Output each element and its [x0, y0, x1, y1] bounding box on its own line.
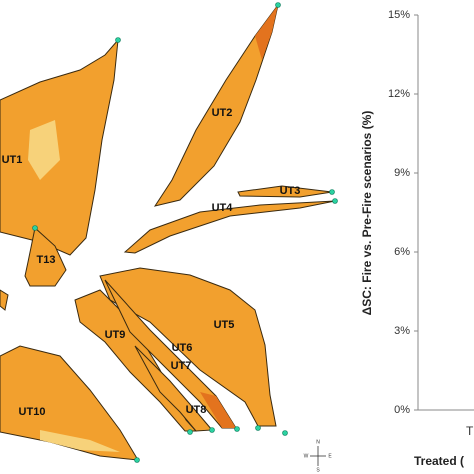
shade [255, 5, 278, 60]
unit-label: UT8 [186, 404, 207, 416]
y-tick-label: 0% [394, 404, 410, 416]
outlet [255, 425, 261, 431]
outlet [187, 429, 193, 435]
x-tick-label: T [466, 424, 474, 438]
unit-ut1 [0, 38, 119, 256]
outlet [329, 189, 335, 195]
y-axis-title: ΔSC: Fire vs. Pre-Fire scenarios (%) [360, 111, 374, 316]
unit-label: UT10 [19, 406, 46, 418]
unit-ut3 [237, 185, 333, 198]
unit-label: T13 [37, 254, 56, 266]
map: UT1 UT2 UT3 UT4 T13 UT5 UT9 UT6 UT7 UT8 … [0, 2, 338, 473]
y-tick-label: 3% [394, 325, 410, 337]
compass: N S E W [304, 439, 333, 473]
compass-w: W [304, 453, 309, 459]
unit-t13 [24, 227, 67, 287]
outlet [282, 430, 288, 436]
unit-label: UT7 [171, 360, 192, 372]
unit-ut8 [134, 345, 214, 432]
outlet [134, 457, 140, 463]
unit-label: UT2 [212, 107, 233, 119]
outlet [332, 198, 338, 204]
unit-ut5 [99, 267, 277, 427]
unit-label: UT4 [212, 202, 234, 214]
outlet [115, 37, 121, 43]
unit-label: UT9 [105, 329, 126, 341]
shade [200, 392, 236, 428]
outlet [32, 225, 38, 231]
unit-ut10 [0, 345, 139, 461]
y-tick-label: 15% [388, 9, 410, 21]
x-axis-title: Treated ( [414, 454, 464, 468]
unit-label: UT1 [2, 154, 23, 166]
shade [40, 430, 120, 452]
y-tick-label: 6% [394, 246, 410, 258]
compass-s: S [316, 467, 320, 473]
y-tick-label: 9% [394, 167, 410, 179]
chart: ΔSC: Fire vs. Pre-Fire scenarios (%) T T… [360, 9, 474, 468]
outlet [275, 2, 281, 8]
unit-label: UT6 [172, 342, 193, 354]
unit-label: UT5 [214, 319, 235, 331]
unit-ut4 [123, 200, 336, 254]
outlet-points [32, 2, 338, 463]
outlet [209, 427, 215, 433]
compass-e: E [328, 453, 332, 459]
shade [28, 120, 60, 180]
unit-label: UT3 [280, 185, 301, 197]
y-tick-label: 12% [388, 88, 410, 100]
outlet [234, 426, 240, 432]
unit-fragment [0, 289, 9, 311]
compass-n: N [316, 439, 320, 445]
